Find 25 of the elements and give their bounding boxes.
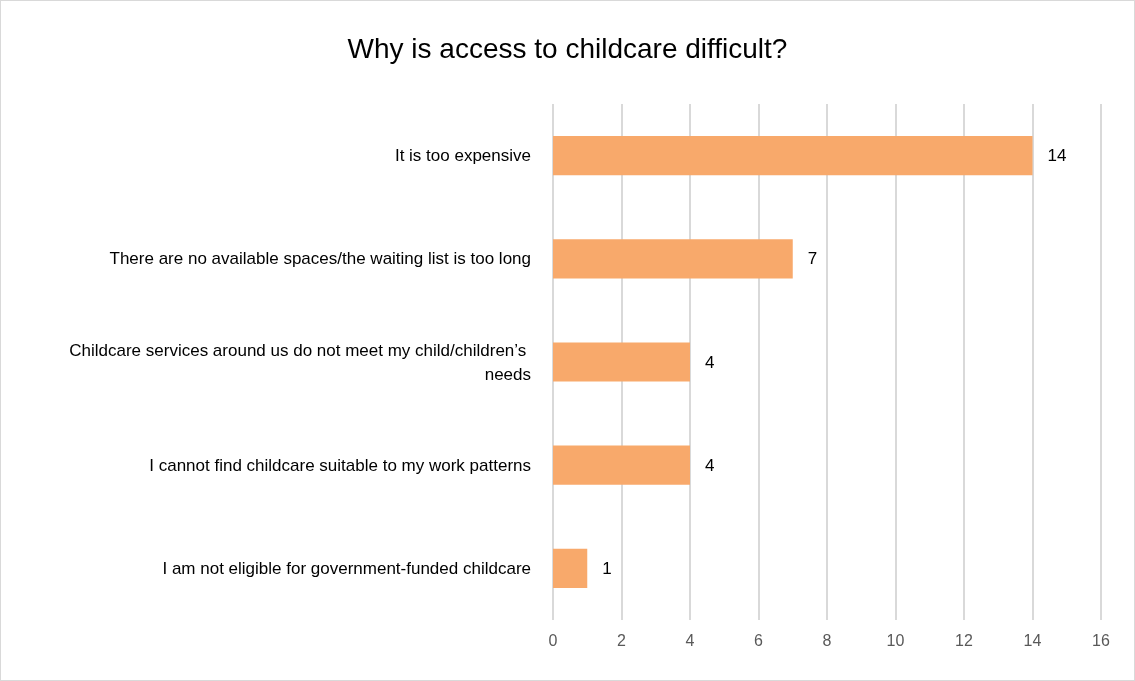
bar xyxy=(553,239,793,279)
bar xyxy=(553,135,1033,176)
x-tick-label: 12 xyxy=(955,631,973,649)
x-tick-label: 4 xyxy=(685,631,695,649)
data-label: 7 xyxy=(807,249,818,269)
x-tick-label: 0 xyxy=(548,631,558,649)
x-tick-label: 16 xyxy=(1092,631,1110,649)
bar xyxy=(553,342,690,382)
bar xyxy=(553,445,690,485)
data-label: 4 xyxy=(705,352,715,372)
x-tick-label: 10 xyxy=(886,631,905,649)
y-tick-label: Childcare services around us do not meet my child/children’s needs xyxy=(69,340,531,384)
y-tick-label: I am not eligible for government-funded childcare xyxy=(162,558,531,578)
data-label: 1 xyxy=(602,558,612,578)
bar xyxy=(553,548,588,589)
x-tick-label: 2 xyxy=(617,631,627,649)
x-tick-label: 6 xyxy=(754,631,764,649)
chart-title: Why is access to childcare difficult? xyxy=(347,32,788,64)
y-tick-label: It is too expensive xyxy=(394,146,531,166)
x-tick-label: 8 xyxy=(822,631,832,649)
data-label: 4 xyxy=(705,455,715,475)
y-tick-label: There are no available spaces/the waiting list is too long xyxy=(109,249,531,269)
x-tick-label: 14 xyxy=(1023,631,1042,649)
data-label: 14 xyxy=(1047,146,1067,166)
y-tick-label: I cannot find childcare suitable to my work patterns xyxy=(149,455,531,475)
